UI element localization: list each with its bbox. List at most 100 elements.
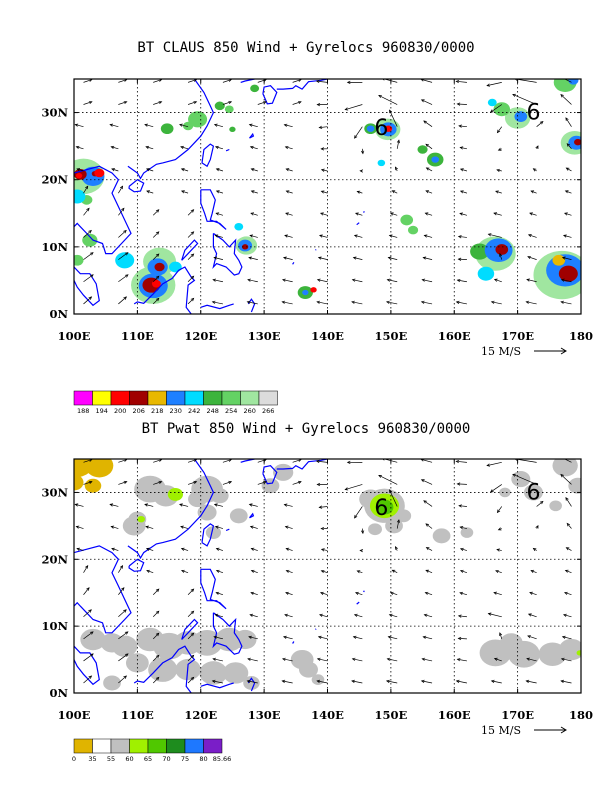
wind-arrow <box>457 658 467 662</box>
wind-arrowhead <box>487 233 492 237</box>
wind-arrowhead <box>213 256 218 260</box>
coastline <box>201 143 215 168</box>
wind-arrowhead <box>396 519 401 523</box>
wind-arrow <box>152 275 160 283</box>
wind-arrow <box>386 680 398 684</box>
wind-arrowhead <box>213 635 218 639</box>
shade-cell <box>576 650 581 656</box>
wind-arrowhead <box>190 588 195 593</box>
colorbar-label: 65 <box>144 755 152 763</box>
wind-arrow <box>179 504 189 507</box>
wind-arrow <box>83 185 89 194</box>
wind-arrowhead <box>284 234 288 238</box>
shade-cell <box>407 225 419 235</box>
wind-arrow <box>460 526 467 529</box>
wind-arrowhead <box>320 569 325 574</box>
wind-arrowhead <box>145 525 150 529</box>
wind-arrowhead <box>493 591 497 595</box>
wind-arrow <box>286 570 293 573</box>
colorbar-swatch <box>203 738 223 754</box>
wind-arrow <box>459 213 468 216</box>
wind-arrowhead <box>158 480 163 484</box>
coastline <box>74 266 100 307</box>
wind-arrow <box>187 79 197 83</box>
wind-arrowhead <box>319 212 324 216</box>
wind-arrow <box>387 279 398 283</box>
wind-arrow <box>396 519 400 529</box>
shade-cell <box>84 478 102 493</box>
wind-arrowhead <box>124 252 129 256</box>
wind-arrowhead <box>123 609 127 613</box>
coastline <box>128 178 145 193</box>
wind-arrowhead <box>563 613 567 617</box>
wind-arrowhead <box>564 569 569 573</box>
wind-arrowhead <box>247 657 251 661</box>
wind-arrowhead <box>123 229 127 234</box>
wind-arrowhead <box>459 190 464 194</box>
shade-cell <box>499 633 523 653</box>
wind-arrow <box>320 592 328 596</box>
shade-cell <box>199 661 228 685</box>
wind-arrowhead <box>85 185 89 190</box>
wind-arrowhead <box>535 145 539 149</box>
wind-arrowhead <box>90 252 94 256</box>
wind-arrowhead <box>354 135 358 139</box>
wind-arrowhead <box>356 190 361 194</box>
colorbar-label: 35 <box>88 755 96 763</box>
wind-arrowhead <box>455 679 460 683</box>
wind-arrow <box>187 209 194 216</box>
shade-cell <box>82 233 98 247</box>
lon-label: 140E <box>311 708 344 722</box>
wind-arrowhead <box>110 145 115 149</box>
wind-arrow <box>152 632 160 640</box>
wind-arrowhead <box>109 503 114 507</box>
wind-arrow <box>153 481 162 485</box>
wind-arrow <box>496 169 502 172</box>
wind-arrowhead <box>560 300 565 304</box>
shade-cell <box>511 471 531 488</box>
wind-arrow <box>251 190 258 194</box>
wind-arrow <box>563 614 572 618</box>
wind-arrowhead <box>527 613 532 617</box>
wind-arrow <box>421 301 433 305</box>
wind-arrowhead <box>496 548 501 552</box>
shade-cell <box>310 287 317 293</box>
scale-label: 15 M/S <box>481 724 521 737</box>
shade-cell <box>243 676 260 690</box>
shade-cell <box>233 629 257 650</box>
wind-arrow <box>152 655 160 662</box>
wind-arrowhead <box>316 278 321 282</box>
shade-cell <box>400 214 414 226</box>
wind-arrow <box>512 94 537 105</box>
wind-arrow <box>561 279 572 283</box>
wind-arrowhead <box>422 256 427 260</box>
wind-arrowhead <box>319 234 323 238</box>
wind-arrow <box>251 168 258 172</box>
coastline <box>240 79 255 83</box>
wind-arrowhead <box>319 613 323 617</box>
shade-cell <box>103 675 121 691</box>
wind-arrowhead <box>386 657 391 661</box>
shade-cell <box>205 526 222 539</box>
wind-arrowhead <box>423 234 428 238</box>
shade-cell <box>229 126 236 133</box>
wind-arrow <box>76 146 84 150</box>
wind-arrow <box>458 236 467 238</box>
wind-arrow <box>528 613 537 618</box>
wind-arrowhead <box>455 459 460 464</box>
wind-arrowhead <box>525 679 530 683</box>
colorbar-swatch <box>73 738 93 754</box>
coastline <box>200 303 234 310</box>
wind-arrowhead <box>213 123 218 127</box>
wind-arrow <box>354 235 363 238</box>
wind-arrow <box>460 548 468 551</box>
wind-arrow <box>352 279 363 283</box>
wind-arrowhead <box>561 635 566 639</box>
wind-arrow <box>353 636 363 640</box>
wind-arrow <box>216 212 224 216</box>
colorbar-label: 70 <box>162 755 170 763</box>
wind-arrowhead <box>396 139 401 144</box>
coastline <box>315 249 317 251</box>
wind-arrow <box>529 212 537 216</box>
